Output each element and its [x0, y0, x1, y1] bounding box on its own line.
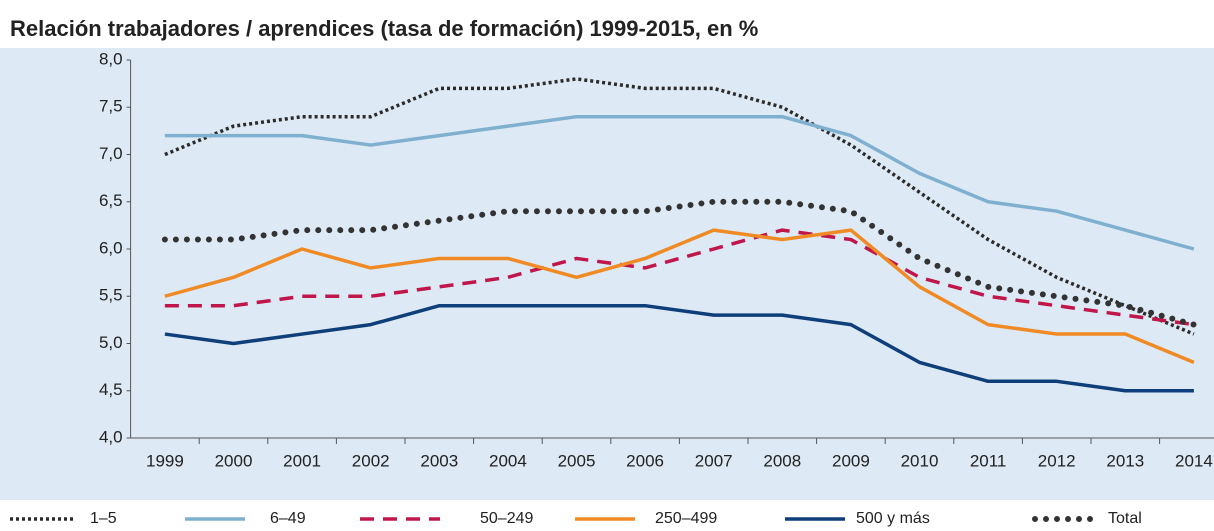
x-tick-label: 2009: [832, 451, 870, 470]
legend-label: 6–49: [270, 510, 306, 527]
x-tick-label: 2001: [283, 451, 321, 470]
y-tick-label: 6,0: [99, 238, 123, 257]
chart-title: Relación trabajadores / aprendices (tasa…: [10, 16, 758, 41]
series-line: [164, 303, 1194, 393]
y-tick-label: 6,5: [99, 191, 123, 210]
x-tick-label: 2010: [901, 451, 939, 470]
x-tick-label: 2008: [763, 451, 801, 470]
x-tick-label: 1999: [146, 451, 184, 470]
legend-label: 50–249: [480, 510, 533, 527]
y-tick-label: 5,5: [99, 286, 123, 305]
plot-background: [0, 48, 1214, 500]
x-tick-label: 2011: [970, 451, 1007, 470]
y-tick-label: 4,0: [99, 427, 123, 446]
x-tick-label: 2003: [420, 451, 458, 470]
y-tick-label: 4,5: [99, 380, 123, 399]
y-tick-label: 7,0: [99, 144, 123, 163]
x-tick-label: 2012: [1038, 451, 1076, 470]
x-tick-label: 2000: [215, 451, 253, 470]
x-tick-label: 2006: [626, 451, 664, 470]
legend-label: Total: [1108, 510, 1142, 527]
legend-label: 500 y más: [856, 510, 930, 527]
x-tick-label: 2005: [558, 451, 596, 470]
y-tick-label: 5,0: [99, 333, 123, 352]
series-line: [164, 228, 1195, 327]
x-tick-label: 2014: [1175, 451, 1213, 470]
x-tick-label: 2013: [1106, 451, 1144, 470]
legend-label: 250–499: [655, 510, 717, 527]
series-line: [164, 114, 1195, 251]
y-tick-label: 8,0: [99, 49, 123, 68]
series-line: [161, 198, 1197, 328]
x-tick-label: 2002: [352, 451, 390, 470]
y-tick-label: 7,5: [99, 97, 123, 116]
series-line: [164, 228, 1195, 365]
legend-label: 1–5: [90, 510, 117, 527]
x-tick-label: 2004: [489, 451, 527, 470]
x-tick-label: 2007: [695, 451, 733, 470]
